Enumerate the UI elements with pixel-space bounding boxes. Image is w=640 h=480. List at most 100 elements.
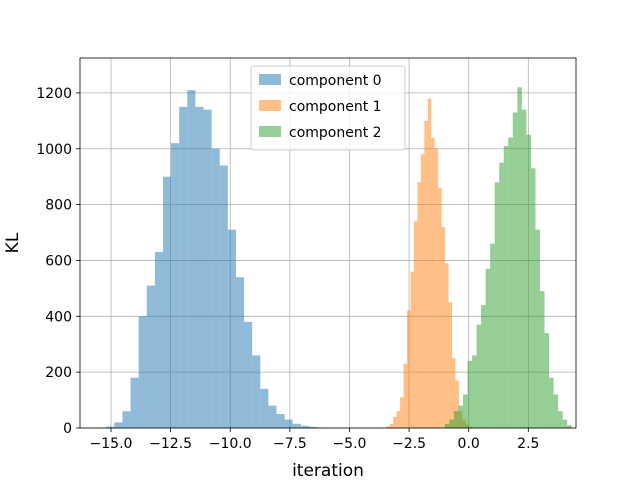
histogram-bar bbox=[386, 426, 390, 428]
histogram-bar bbox=[106, 426, 115, 428]
legend-label: component 2 bbox=[289, 125, 382, 141]
histogram-bar bbox=[539, 291, 545, 428]
histogram-bar bbox=[476, 324, 482, 428]
histogram-bar bbox=[276, 414, 285, 428]
legend-swatch bbox=[259, 126, 281, 137]
x-axis-label: iteration bbox=[292, 461, 364, 480]
y-tick-label: 200 bbox=[45, 365, 72, 381]
histogram-bar bbox=[407, 310, 411, 428]
histogram-bar bbox=[179, 106, 188, 429]
histogram-bar bbox=[490, 243, 495, 428]
plot-frame bbox=[79, 57, 577, 429]
y-tick-label: 0 bbox=[63, 421, 72, 437]
histogram-bar bbox=[187, 90, 196, 428]
histogram-bar bbox=[544, 333, 550, 428]
histogram-bar bbox=[438, 187, 442, 428]
histogram-bar bbox=[203, 109, 212, 429]
histogram-bar bbox=[517, 87, 522, 429]
histogram-bar bbox=[122, 411, 131, 428]
y-tick-label: 600 bbox=[45, 253, 72, 269]
histogram-bar bbox=[481, 305, 486, 428]
histogram-bar bbox=[219, 165, 228, 428]
histogram-bar bbox=[434, 148, 439, 429]
histogram-bar bbox=[530, 168, 536, 428]
histogram-bar bbox=[410, 271, 414, 428]
y-axis-label: KL bbox=[3, 232, 23, 253]
histogram-bar bbox=[252, 355, 261, 428]
histogram-bar bbox=[114, 422, 123, 428]
histogram-bar bbox=[558, 411, 563, 428]
histogram-bar bbox=[403, 363, 408, 428]
histogram-bar bbox=[526, 134, 531, 428]
legend-swatch bbox=[259, 74, 281, 85]
histogram-bar bbox=[453, 411, 459, 428]
x-axis-ticks: −15.0 −12.5 −10.0 −7.5 −5.0 −2.5 0.0 2.5 bbox=[90, 428, 539, 452]
histogram-bar bbox=[427, 98, 432, 428]
histogram-bar bbox=[462, 394, 468, 428]
x-tick-label: −10.0 bbox=[209, 436, 252, 452]
histogram-bar bbox=[235, 277, 245, 428]
histogram-bar bbox=[389, 423, 394, 428]
histogram-bar bbox=[396, 411, 401, 428]
x-tick-label: −2.5 bbox=[392, 436, 426, 452]
y-tick-label: 1000 bbox=[36, 142, 72, 158]
x-tick-label: −12.5 bbox=[149, 436, 192, 452]
legend-box bbox=[250, 65, 406, 151]
histogram-bar bbox=[424, 120, 428, 428]
histogram-bar bbox=[244, 321, 253, 428]
histogram-bar bbox=[211, 148, 220, 429]
histogram-bar bbox=[562, 419, 568, 428]
histogram-bar bbox=[420, 154, 425, 428]
histogram-bar bbox=[171, 143, 180, 429]
histogram-bar bbox=[445, 263, 449, 428]
histogram-bar bbox=[449, 419, 454, 428]
histogram-bar bbox=[441, 226, 446, 428]
histogram-bar bbox=[553, 394, 559, 428]
histogram-bar bbox=[549, 377, 554, 428]
legend-label: component 1 bbox=[289, 99, 382, 115]
histogram-bar bbox=[503, 145, 509, 428]
histogram-bar bbox=[284, 419, 293, 428]
histogram-bar bbox=[535, 229, 540, 428]
histogram-bar bbox=[195, 106, 204, 429]
histogram-bar bbox=[512, 112, 518, 429]
histogram-bar bbox=[452, 358, 456, 428]
histogram-bar bbox=[444, 423, 450, 428]
x-tick-label: 0.0 bbox=[458, 436, 480, 452]
histogram-bar bbox=[393, 416, 397, 428]
x-tick-label: −5.0 bbox=[332, 436, 366, 452]
histogram-bar bbox=[268, 405, 277, 428]
histogram-bar bbox=[499, 162, 504, 428]
histogram-bar bbox=[146, 285, 155, 428]
histogram-bar bbox=[400, 397, 404, 428]
histogram-bar bbox=[567, 425, 572, 428]
series-2-bars bbox=[444, 87, 572, 429]
histogram-bar bbox=[130, 377, 139, 428]
histogram-bar bbox=[455, 380, 459, 428]
histogram-bar bbox=[162, 176, 172, 428]
histogram-bar bbox=[300, 425, 309, 428]
legend-swatch bbox=[259, 100, 281, 111]
histogram-bar bbox=[448, 302, 452, 428]
histogram-bar bbox=[154, 252, 163, 428]
series-0-bars bbox=[106, 90, 326, 429]
histogram-bar bbox=[431, 137, 435, 428]
y-tick-label: 800 bbox=[45, 198, 72, 214]
y-tick-label: 400 bbox=[45, 309, 72, 325]
legend-label: component 0 bbox=[289, 73, 382, 89]
histogram-bar bbox=[472, 355, 477, 428]
histogram-bar bbox=[521, 109, 527, 429]
histogram-bar bbox=[417, 182, 421, 428]
histogram-bar bbox=[485, 268, 491, 428]
histogram-bar bbox=[292, 423, 301, 428]
y-tick-label: 1200 bbox=[36, 86, 72, 102]
histogram-bar bbox=[494, 182, 500, 428]
histogram-bars bbox=[106, 87, 572, 429]
histogram-bar bbox=[138, 316, 147, 428]
histogram-bar bbox=[260, 388, 269, 428]
histogram-bar bbox=[413, 221, 418, 428]
histogram-bar bbox=[308, 426, 318, 428]
x-tick-label: 2.5 bbox=[517, 436, 539, 452]
histogram-bar bbox=[227, 229, 236, 428]
